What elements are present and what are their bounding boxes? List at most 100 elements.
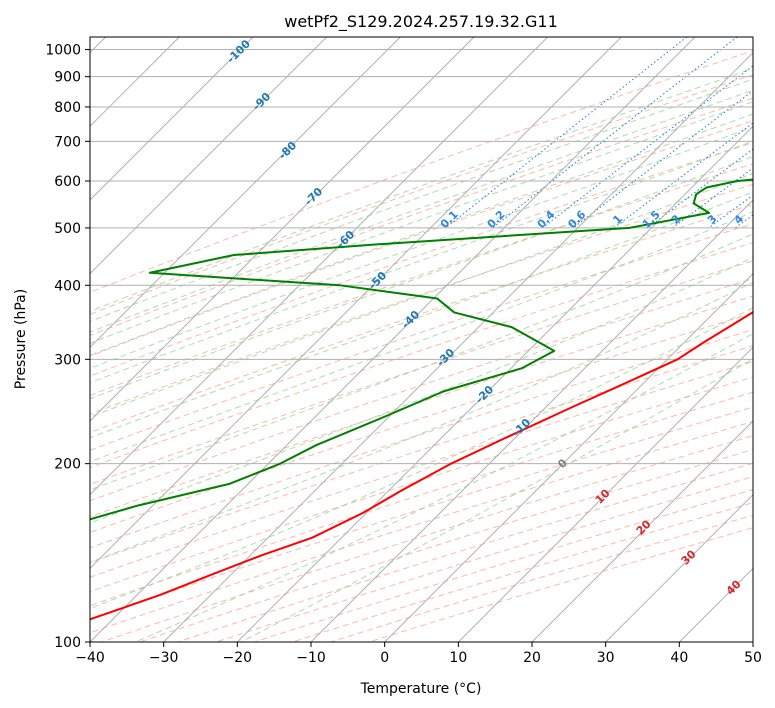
y-tick-label: 300	[54, 352, 81, 368]
mixing-ratio-line	[734, 214, 753, 229]
dry-adiabat-line	[90, 223, 753, 451]
dry-adiabat-line	[90, 120, 753, 357]
sounding-traces	[90, 178, 753, 621]
dry-adiabat-line	[90, 97, 753, 337]
moist-adiabat-label: 30	[679, 547, 699, 567]
dry-adiabat-line	[90, 203, 753, 433]
moist-adiabat-label: 10	[593, 486, 613, 506]
moist-adiabat-line	[90, 211, 753, 463]
mixing-ratio-line	[445, 37, 688, 229]
dry-adiabat-line	[90, 260, 753, 485]
y-tick-label: 200	[54, 457, 81, 473]
skewed-isotherms	[90, 37, 753, 642]
x-tick-label: 10	[449, 650, 467, 666]
moist-adiabat-line	[90, 78, 753, 323]
moist-adiabat-line	[90, 307, 753, 609]
moist-adiabat-line	[90, 67, 753, 312]
moist-adiabat-line	[90, 172, 753, 418]
dry-adiabat-line	[90, 295, 753, 518]
moist-adiabat-line	[90, 233, 753, 491]
axes: −40 −30 −20 −10 0 10 20 30 40 50 100 200 300 400 500 60…	[45, 43, 762, 666]
isobar-gridlines	[90, 49, 753, 642]
moist-adiabat-line	[90, 140, 753, 384]
moist-adiabat-line	[90, 281, 753, 563]
dry-adiabat-line	[90, 329, 753, 549]
temperature-trace	[90, 311, 753, 621]
y-tick-label: 400	[54, 278, 81, 294]
isotherm-line	[163, 51, 753, 642]
moist-adiabats	[90, 67, 753, 642]
mixing-ratio-line	[492, 37, 738, 229]
isotherm-line	[310, 199, 753, 642]
isotherm-line	[90, 37, 622, 570]
moist-adiabat-line	[90, 89, 753, 333]
x-tick-label: 20	[523, 650, 541, 666]
isotherm-line	[90, 37, 401, 349]
x-tick-label: 40	[670, 650, 688, 666]
isotherm-line	[457, 346, 753, 642]
moist-adiabat-line	[90, 155, 753, 400]
moist-adiabat-line	[90, 191, 753, 439]
dry-adiabat-line	[90, 312, 753, 534]
x-tick-label: 50	[744, 650, 762, 666]
dry-adiabat-label: -40	[399, 308, 422, 331]
mixing-ratio-line	[572, 90, 753, 229]
dry-adiabat-line	[90, 361, 753, 578]
x-axis-label: Temperature (°C)	[360, 681, 482, 697]
dry-adiabat-label: -10	[510, 416, 533, 439]
mixing-ratio-label: 6	[770, 212, 775, 227]
y-axis-label: Pressure (hPa)	[13, 289, 29, 389]
dry-adiabat-line	[90, 142, 753, 377]
dewpoint-trace	[90, 178, 753, 521]
isotherm-line	[605, 493, 753, 642]
isotherm-line	[90, 37, 254, 201]
dry-adiabat-line	[90, 278, 753, 502]
y-tick-label: 900	[54, 70, 81, 86]
mixing-ratio-label: 1	[610, 212, 625, 227]
isotherm-line	[531, 420, 753, 642]
mixing-ratio-line	[672, 167, 753, 229]
curve-labels: -100-90-80-70-60-50-40-30-20-10010203040…	[224, 37, 775, 598]
dry-adiabat-line	[90, 163, 753, 396]
isotherm-line	[90, 37, 328, 275]
y-tick-label: 800	[54, 100, 81, 116]
moist-adiabat-line	[240, 358, 753, 642]
isotherm-line	[90, 37, 696, 642]
dry-adiabats	[90, 50, 753, 642]
y-tick-label: 700	[54, 134, 81, 150]
dry-adiabat-label: -30	[434, 346, 457, 369]
mixing-ratio-line	[542, 65, 753, 229]
y-tick-label: 500	[54, 221, 81, 237]
moist-adiabat-line	[90, 126, 753, 369]
x-tick-label: 30	[597, 650, 615, 666]
moist-adiabat-line	[90, 257, 753, 524]
dry-adiabat-line	[90, 391, 753, 607]
plot-area: -100-90-80-70-60-50-40-30-20-10010203040…	[90, 37, 775, 642]
dry-adiabat-label: -80	[276, 139, 299, 162]
isotherm-line	[236, 125, 753, 642]
isotherm-line	[678, 567, 753, 642]
x-tick-label: 0	[380, 650, 389, 666]
y-tick-label: 1000	[45, 43, 81, 59]
isotherm-line	[384, 272, 753, 642]
dry-adiabat-line	[90, 183, 753, 415]
dry-adiabat-line	[90, 345, 753, 564]
dry-adiabat-line	[90, 74, 753, 315]
moist-adiabat-line	[135, 332, 753, 642]
moist-adiabat-label: 20	[634, 517, 654, 537]
mixing-ratio-lines	[445, 37, 753, 229]
x-tick-label: −10	[296, 650, 326, 666]
dry-adiabat-line	[90, 50, 753, 293]
dry-adiabat-line	[101, 435, 753, 642]
mixing-ratio-label: 2	[669, 212, 684, 227]
isotherm-line	[752, 641, 753, 642]
chart-title: wetPf2_S129.2024.257.19.32.G11	[284, 12, 558, 32]
moist-adiabat-line	[90, 113, 753, 356]
x-tick-label: −30	[149, 650, 179, 666]
plot-frame	[89, 36, 754, 643]
x-tick-label: −40	[75, 650, 105, 666]
y-tick-label: 600	[54, 174, 81, 190]
dry-adiabat-line	[90, 241, 753, 469]
moist-adiabat-line	[90, 101, 753, 344]
